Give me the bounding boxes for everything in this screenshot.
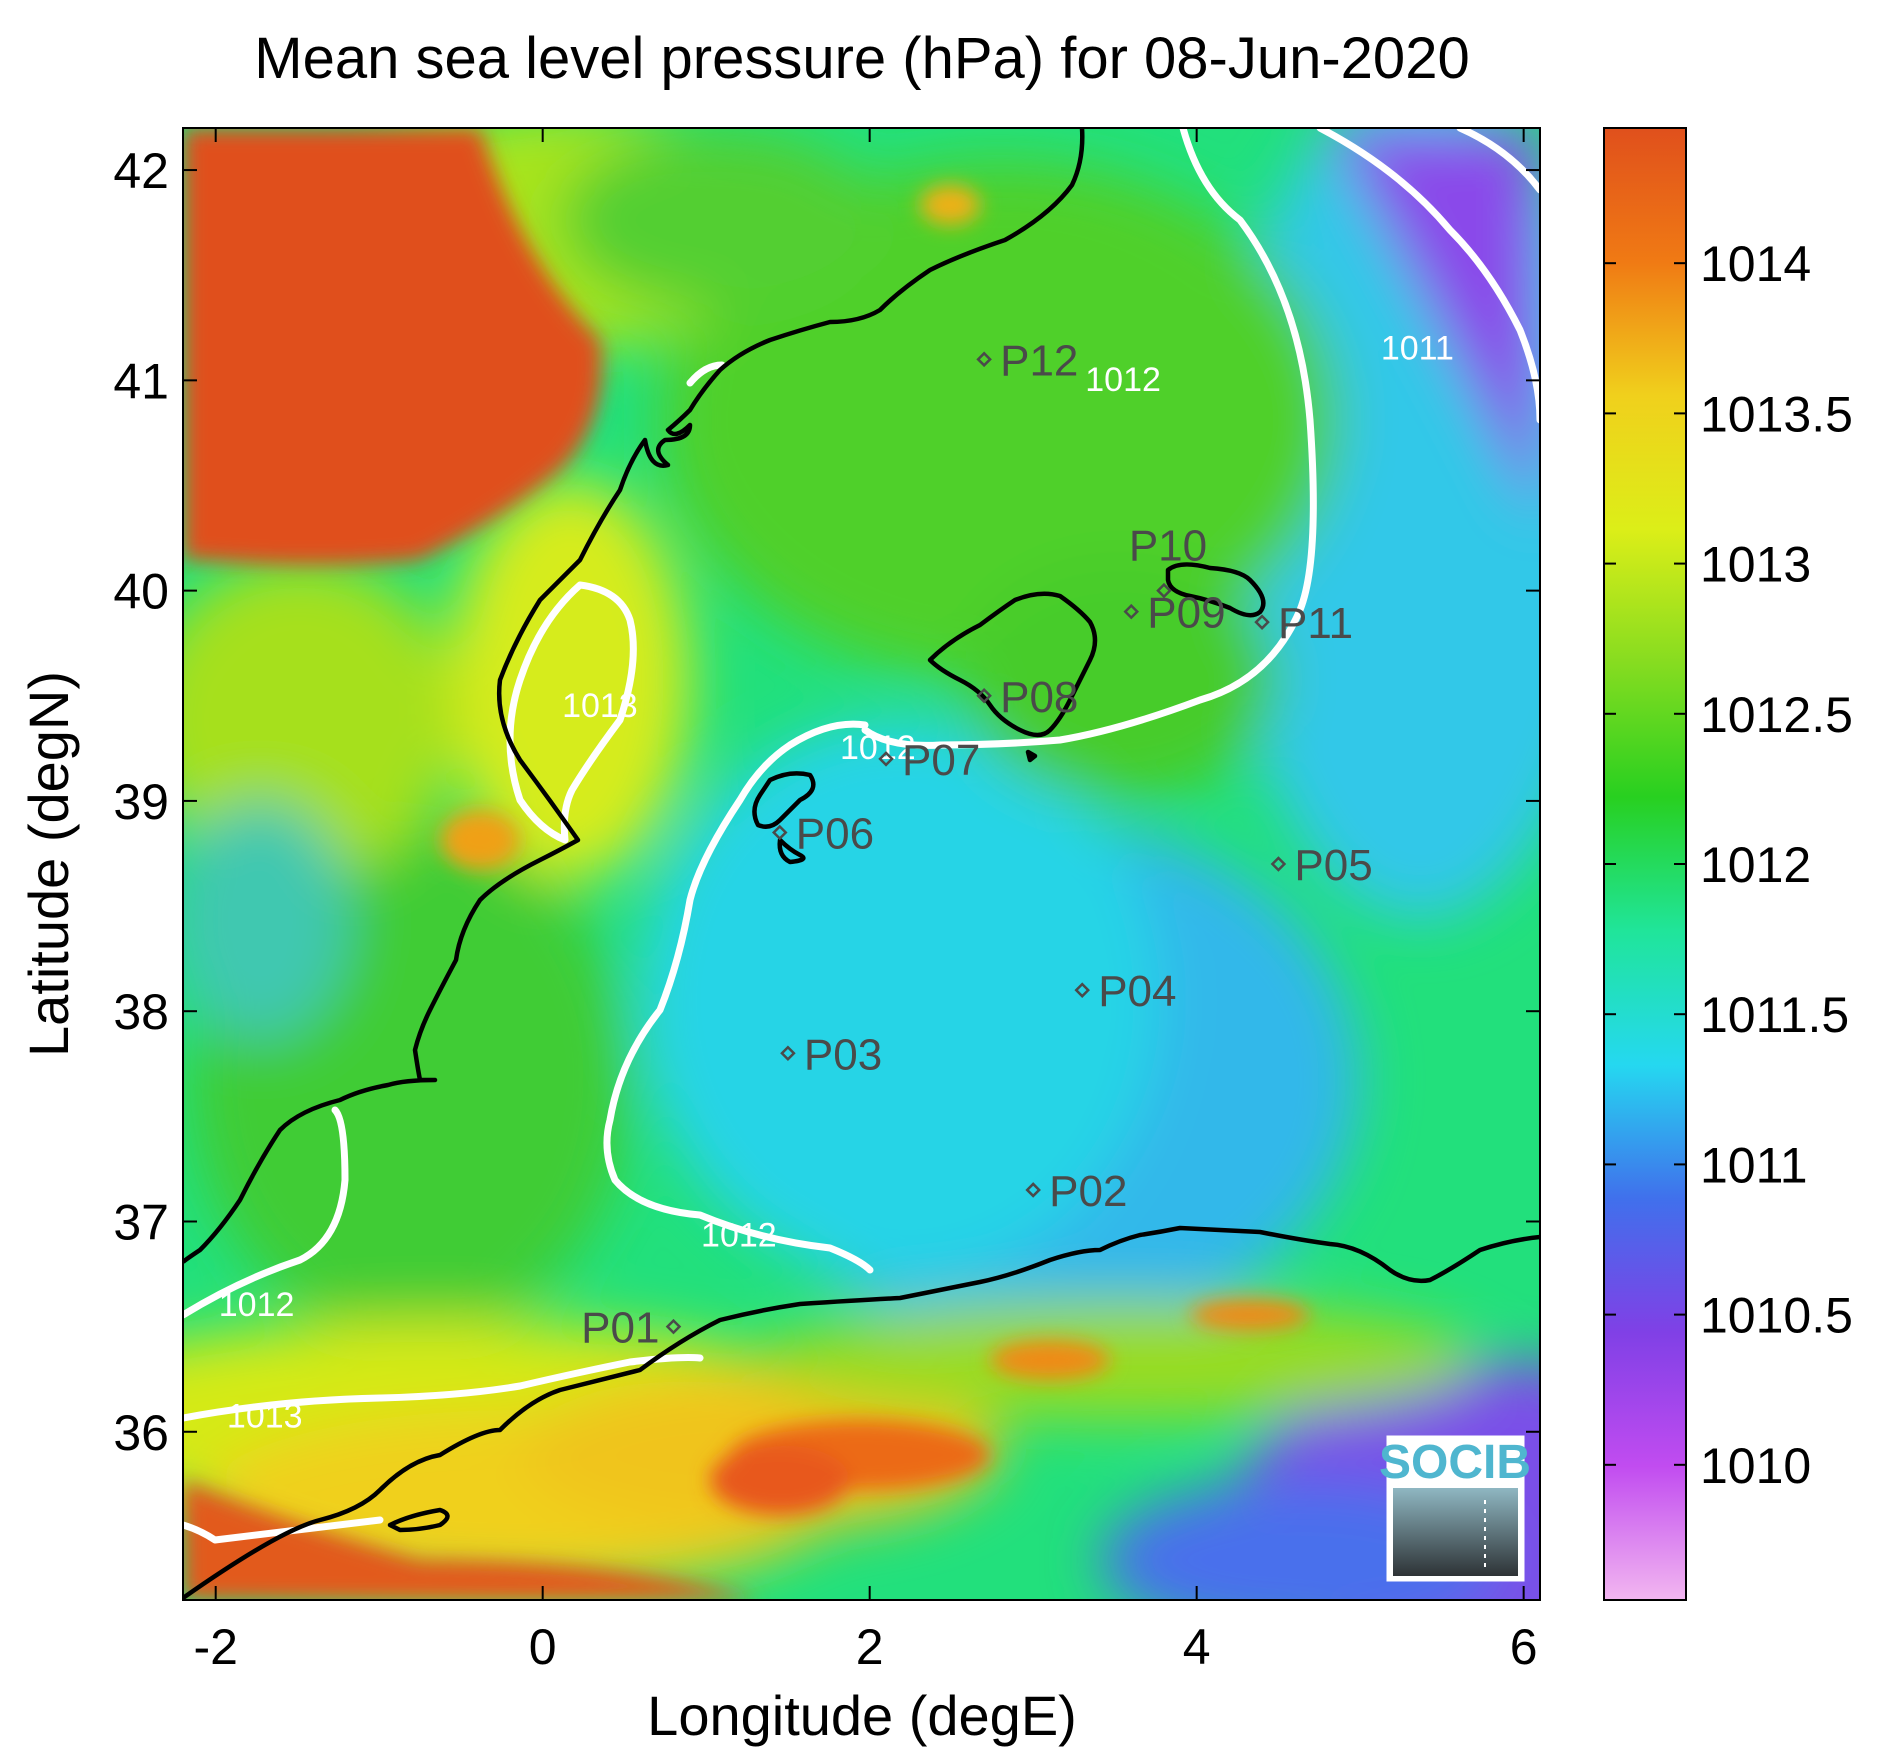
contour-labels: 1012 1011 1013 1012 1012 1012 1013 (219, 329, 1454, 1435)
menorca (1165, 562, 1266, 618)
colorbar-tick-label: 1010 (1700, 1438, 1811, 1494)
isobar-1013-loop (506, 581, 637, 844)
station-marker (1156, 582, 1172, 599)
station-marker (1254, 614, 1270, 630)
station-label: P07 (902, 736, 980, 785)
formentera (777, 837, 806, 865)
station-label: P05 (1294, 841, 1372, 890)
y-tick-label: 36 (113, 1405, 169, 1461)
y-tick-label: 42 (113, 143, 169, 199)
mallorca (927, 591, 1098, 738)
x-axis-label: Longitude (degE) (647, 1684, 1077, 1747)
station-label: P10 (1129, 522, 1207, 571)
contour-label: 1012 (219, 1286, 295, 1324)
isobar-1013-south (183, 1354, 704, 1422)
isobar-1012-south (603, 720, 874, 1274)
isobar-1011 (1316, 128, 1540, 424)
contour-label: 1013 (227, 1398, 303, 1436)
iberian-coast (183, 128, 1085, 1264)
station-label: P02 (1049, 1167, 1127, 1216)
station-p04: P04 (1074, 967, 1177, 1016)
y-tick-label: 40 (113, 564, 169, 620)
station-marker (1025, 1182, 1041, 1198)
pressure-field (183, 128, 1540, 1600)
isobar-contours (183, 128, 1540, 1544)
station-marker (780, 1045, 796, 1062)
colorbar-tick-label: 1010.5 (1700, 1288, 1853, 1344)
station-marker (1123, 603, 1140, 620)
station-p02: P02 (1025, 1167, 1127, 1216)
colorbar-tick-label: 1011.5 (1700, 987, 1849, 1043)
station-label: P06 (796, 809, 874, 858)
isobar-1011-corner (1456, 128, 1540, 194)
station-label: P11 (1278, 599, 1353, 648)
y-tick-label: 37 (113, 1194, 169, 1250)
contour-label: 1013 (562, 687, 638, 725)
y-axis-label: Latitude (degN) (17, 671, 80, 1057)
colorbar-ticks: 1014 1013.5 1013 1012.5 1012 1011.5 1011 1010.5… (1604, 236, 1853, 1494)
coastlines (183, 128, 1540, 1600)
socib-logo: SOCIB (1379, 1435, 1531, 1582)
contour-label: 1011 (1381, 329, 1454, 367)
station-p11: P11 (1254, 599, 1353, 648)
station-label: P08 (1000, 673, 1078, 722)
chart-title: Mean sea level pressure (hPa) for 08-Jun… (254, 26, 1469, 91)
station-p07: P07 (878, 736, 980, 785)
isobar-small-arc (686, 361, 726, 387)
socib-logo-text: SOCIB (1379, 1436, 1531, 1489)
ibiza (752, 771, 816, 829)
station-label: P04 (1098, 967, 1176, 1016)
x-tick-label: 0 (529, 1619, 557, 1675)
station-label: P12 (1000, 336, 1078, 385)
y-tick-label: 39 (113, 774, 169, 830)
x-tick-label: 4 (1183, 1619, 1211, 1675)
station-p05: P05 (1270, 841, 1373, 890)
x-axis-ticks: -2 0 2 4 6 (193, 128, 1538, 1675)
station-label: P01 (581, 1304, 659, 1353)
station-p03: P03 (780, 1030, 882, 1079)
contour-label: 1012 (701, 1217, 777, 1255)
colorbar-tick-label: 1012.5 (1700, 687, 1853, 743)
station-marker (665, 1318, 682, 1335)
colorbar-tick-label: 1011 (1700, 1137, 1808, 1193)
y-tick-label: 41 (113, 353, 169, 409)
station-p10: P10 (1129, 522, 1207, 599)
y-tick-label: 38 (113, 984, 169, 1040)
isobar-1012-north (861, 128, 1317, 749)
station-marker (878, 751, 894, 767)
stations: P01 P02 P03 P04 P05 P06 P07 P08 P09 P10 P11 P12 (581, 336, 1373, 1352)
station-p08: P08 (976, 673, 1078, 722)
contour-label: 1012 (840, 729, 916, 767)
plot-frame (182, 127, 1541, 1601)
african-coast (183, 1225, 1540, 1600)
station-marker (976, 351, 992, 368)
colorbar-tick-label: 1012 (1700, 837, 1811, 893)
y-axis-ticks: 42 41 40 39 38 37 36 (113, 143, 1540, 1461)
station-p12: P12 (976, 336, 1078, 385)
alboran-islet (387, 1507, 450, 1533)
isobar-bottom (183, 1516, 384, 1544)
station-p09: P09 (1123, 589, 1226, 638)
station-label: P03 (804, 1030, 882, 1079)
isobar-1012-west (183, 1106, 349, 1319)
colorbar-gradient (1603, 127, 1687, 1601)
cabrera (1025, 749, 1038, 763)
colorbar-tick-label: 1013.5 (1700, 386, 1853, 442)
station-p06: P06 (771, 809, 874, 858)
x-tick-label: 6 (1510, 1619, 1538, 1675)
station-label: P09 (1147, 589, 1225, 638)
x-tick-label: -2 (193, 1619, 237, 1675)
colorbar: 1014 1013.5 1013 1012.5 1012 1011.5 1011 1010.5… (1603, 127, 1853, 1601)
station-p01: P01 (581, 1304, 682, 1353)
x-tick-label: 2 (856, 1619, 884, 1675)
station-marker (771, 824, 788, 841)
station-marker (976, 688, 992, 704)
contour-label: 1012 (1085, 361, 1161, 399)
colorbar-tick-label: 1013 (1700, 537, 1811, 593)
station-marker (1270, 856, 1287, 872)
station-marker (1074, 982, 1090, 998)
colorbar-tick-label: 1014 (1700, 236, 1811, 292)
